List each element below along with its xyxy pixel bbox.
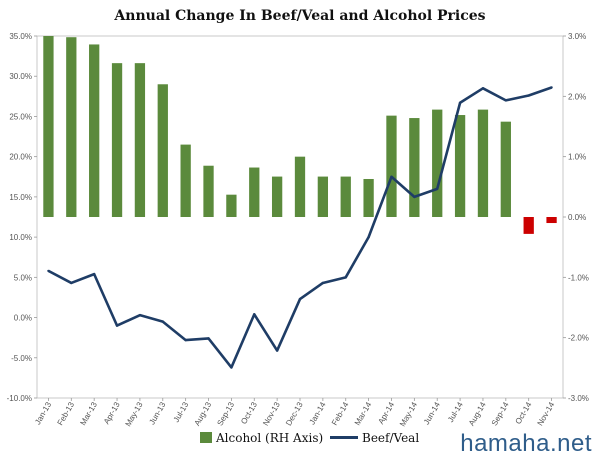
alcohol-bar — [546, 217, 557, 224]
right-tick-label: 2.0% — [568, 92, 586, 101]
alcohol-bar — [89, 44, 100, 218]
beef-veal-point — [458, 101, 462, 104]
x-tick-label: Feb-13 — [56, 400, 77, 427]
beef-veal-point — [504, 99, 508, 102]
x-axis-ticks: Jan-13 Feb-13 Mar-13 Apr-13 May-13 Jun-13 Jul-… — [33, 398, 557, 428]
x-tick-label: Jul-13 — [172, 400, 191, 424]
beef-veal-series-line — [47, 86, 553, 369]
alcohol-bar — [43, 36, 54, 217]
right-tick-label: 3.0% — [568, 32, 586, 41]
alcohol-bar — [226, 194, 237, 217]
alcohol-bar — [409, 118, 420, 217]
x-tick-label: Jan-14 — [308, 400, 328, 426]
left-tick-label: 35.0% — [9, 32, 32, 41]
alcohol-bar — [180, 144, 191, 217]
alcohol-bar — [249, 167, 260, 217]
beef-veal-point — [161, 320, 164, 323]
left-tick-label: 10.0% — [9, 233, 32, 242]
alcohol-bar — [134, 63, 146, 218]
alcohol-bar — [523, 217, 534, 234]
x-tick-label: Sep-14 — [490, 400, 511, 427]
right-tick-label: -1.0% — [568, 273, 589, 282]
beef-veal-point — [550, 86, 553, 89]
beef-veal-point — [92, 272, 96, 276]
beef-veal-point — [481, 87, 485, 90]
x-tick-label: Aug-13 — [193, 400, 214, 427]
left-axis-ticks: -10.0% -5.0% 0.0% 5.0% 10.0% 15.0% 20.0% 25.0% 3… — [7, 32, 37, 403]
alcohol-bar — [294, 156, 306, 217]
beef-veal-point — [527, 94, 530, 97]
right-tick-label: -2.0% — [568, 334, 589, 343]
x-tick-label: Feb-14 — [330, 400, 351, 427]
beef-veal-point — [115, 324, 119, 327]
alcohol-bar — [477, 109, 489, 217]
alcohol-bar — [454, 115, 466, 217]
right-axis-ticks: -3.0% -2.0% -1.0% 0.0% 1.0% 2.0% 3.0% — [563, 32, 589, 403]
beef-veal-point — [413, 195, 416, 199]
x-tick-label: Sep-13 — [215, 400, 236, 427]
watermark: hamaha.net — [460, 430, 592, 457]
x-tick-label: Mar-14 — [353, 400, 374, 427]
beef-veal-point — [70, 281, 73, 285]
alcohol-bar — [432, 109, 443, 217]
x-tick-label: May-14 — [398, 400, 419, 428]
left-tick-label: 20.0% — [9, 153, 32, 162]
alcohol-bar — [386, 115, 397, 217]
beef-veal-line — [47, 86, 553, 369]
x-tick-label: Apr-14 — [376, 400, 396, 426]
beef-veal-point — [390, 175, 393, 178]
alcohol-bar — [203, 165, 214, 217]
alcohol-bar — [500, 121, 511, 217]
x-tick-label: Oct-14 — [514, 400, 534, 426]
beef-veal-point — [253, 313, 256, 316]
x-tick-label: Mar-13 — [78, 400, 99, 427]
beef-veal-point — [275, 349, 279, 352]
x-tick-label: Jun-14 — [422, 400, 442, 426]
left-tick-label: 30.0% — [9, 72, 32, 81]
beef-veal-point — [230, 366, 233, 369]
alcohol-bar — [317, 176, 329, 217]
x-tick-label: Nov-13 — [261, 400, 282, 427]
x-tick-label: Oct-13 — [239, 400, 259, 426]
right-tick-label: 0.0% — [568, 213, 586, 222]
alcohol-bar — [157, 84, 168, 218]
alcohol-bars — [43, 36, 557, 234]
x-tick-label: May-13 — [124, 400, 145, 428]
x-tick-label: Apr-13 — [102, 400, 122, 426]
alcohol-bar — [111, 63, 123, 218]
alcohol-bar — [340, 176, 351, 217]
beef-veal-point — [367, 235, 370, 239]
left-tick-label: 15.0% — [9, 193, 32, 202]
legend-label-beef-veal: Beef/Veal — [362, 431, 419, 445]
beef-veal-point — [207, 337, 210, 340]
beef-veal-point — [344, 276, 347, 279]
legend-label-alcohol: Alcohol (RH Axis) — [215, 431, 323, 445]
beef-veal-point — [47, 269, 50, 273]
chart-title: Annual Change In Beef/Veal and Alcohol P… — [113, 8, 485, 24]
beef-veal-point — [321, 281, 325, 285]
beef-veal-point — [436, 187, 439, 191]
x-tick-label: Jan-13 — [33, 400, 53, 426]
left-tick-label: 5.0% — [14, 273, 32, 282]
left-tick-label: 0.0% — [14, 314, 32, 323]
x-tick-label: Nov-14 — [536, 400, 557, 427]
alcohol-bar — [363, 178, 374, 217]
right-tick-label: 1.0% — [568, 153, 586, 162]
left-tick-label: -5.0% — [11, 354, 32, 363]
x-tick-label: Jul-14 — [446, 400, 465, 424]
legend-swatch-alcohol — [200, 432, 212, 443]
legend: Alcohol (RH Axis) Beef/Veal — [200, 431, 419, 445]
left-tick-label: 25.0% — [9, 112, 32, 121]
beef-veal-point — [184, 338, 187, 342]
alcohol-bar — [271, 176, 283, 217]
right-tick-label: -3.0% — [568, 394, 589, 403]
left-tick-label: -10.0% — [7, 394, 32, 403]
beef-veal-point — [138, 313, 142, 317]
x-tick-label: Jun-13 — [147, 400, 167, 426]
beef-veal-point — [298, 297, 302, 301]
x-tick-label: Aug-14 — [467, 400, 488, 427]
alcohol-bar — [66, 37, 77, 218]
x-tick-label: Dec-13 — [284, 400, 305, 427]
